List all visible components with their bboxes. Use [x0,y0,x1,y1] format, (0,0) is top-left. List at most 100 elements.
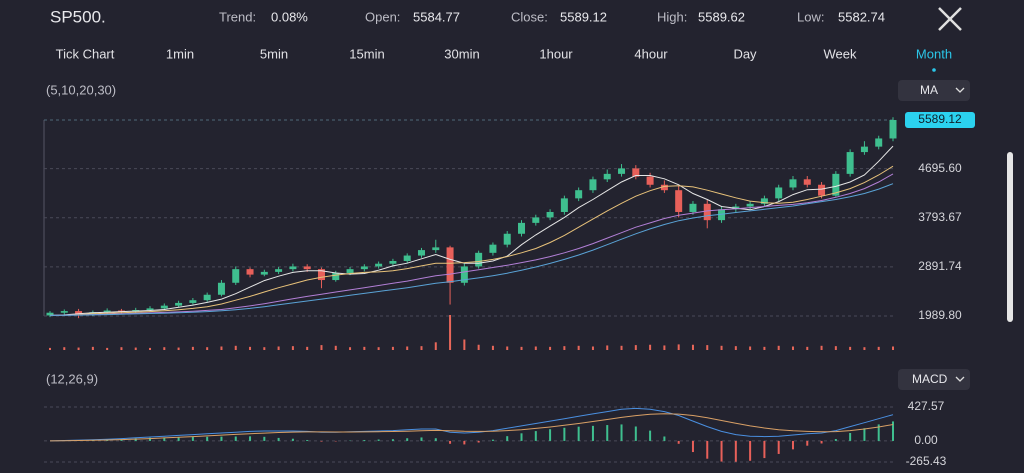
macd-histogram [149,437,152,441]
ma-line [49,145,894,316]
volume-bar [263,347,266,350]
timeframe-tab[interactable]: 4hour [634,46,668,61]
volume-bar [91,346,94,350]
candle-body [446,247,454,283]
volume-bar [491,345,494,350]
macd-histogram [791,440,794,450]
candle-body [818,184,826,196]
indicator-params: (12,26,9) [46,371,98,386]
timeframe-tab[interactable]: Month [916,46,952,61]
candle-body [160,305,168,309]
volume-bar [834,346,837,350]
volume-bar [406,346,409,350]
candle-body [889,120,897,139]
macd-histogram [606,425,609,441]
macd-histogram [620,424,623,441]
candle-body [303,266,311,270]
macd-histogram [549,429,552,441]
macd-histogram [477,440,480,443]
candle-body [332,272,340,281]
field-label: Low: [797,9,824,24]
field-value: 5582.74 [838,9,885,24]
macd-histogram [406,438,409,441]
scrollbar[interactable] [1007,152,1013,322]
y-tick-label: 3793.67 [918,210,962,224]
candle-body [575,190,583,199]
timeframe-tab[interactable]: Week [824,46,857,61]
macd-histogram [534,431,537,441]
field-value: 5589.12 [560,9,607,24]
volume-bar [306,346,309,350]
volume-bar [534,346,537,350]
candle-body [375,263,383,267]
volume-bar [849,346,852,350]
candle-body [360,266,368,270]
macd-histogram [649,430,652,441]
candle-body [289,266,297,270]
macd-histogram [763,440,766,459]
candle-body [417,250,425,256]
candle-body [746,203,754,207]
timeframe-tab[interactable]: Day [733,46,757,61]
timeframe-tab[interactable]: Tick Chart [56,46,115,61]
volume-bar [720,345,723,350]
macd-histogram [491,439,494,441]
candle-body [203,294,211,301]
timeframe-tab[interactable]: 1min [166,46,194,61]
volume-bar [677,344,680,350]
macd-histogram [377,439,380,441]
candle-body [246,269,254,275]
macd-histogram [577,426,580,441]
volume-bar [577,345,580,350]
volume-bar [791,346,794,350]
candle-body [503,233,511,245]
candle-body [275,269,283,272]
field-label: Open: [365,9,400,24]
dropdown-label: MACD [912,372,948,386]
candle-body [217,282,225,295]
volume-bar [449,315,452,350]
macd-histogram [834,439,837,441]
volume-bar [334,345,337,350]
close-button[interactable] [938,7,962,31]
candle-body [875,138,883,147]
volume-bar [663,345,666,350]
volume-bar [77,347,80,350]
ma-dropdown[interactable]: MA [898,80,970,101]
volume-bar [234,345,237,350]
volume-bar [120,347,123,350]
timeframe-tab[interactable]: 30min [444,46,479,61]
candle-body [632,168,640,177]
macd-histogram [720,440,723,462]
candle-body [117,310,125,312]
macd-histogram [463,440,466,445]
macd-line [49,407,894,442]
timeframe-tab[interactable]: 1hour [539,46,573,61]
macd-histogram [591,425,594,441]
candle-body [603,173,611,180]
candle-body [718,209,726,221]
last-price-tag [905,112,975,128]
candle-body [860,146,868,153]
candle-body [146,308,154,310]
macd-histogram [206,436,209,441]
macd-histogram [749,440,752,461]
timeframe-tab[interactable]: 5min [260,46,288,61]
candle-body [518,222,526,234]
volume-bar [49,347,51,350]
ma-line [49,173,894,316]
candle-body [189,300,197,303]
macd-line [49,413,894,442]
candle-body [103,310,111,313]
symbol: SP500. [50,7,106,26]
volume-bar [706,345,709,350]
volume-bar [877,346,880,350]
field-label: Close: [511,9,548,24]
timeframe-tab[interactable]: 15min [349,46,384,61]
candle-body [232,269,240,283]
candle-body [75,311,83,315]
macd-histogram [877,424,880,441]
macd-dropdown[interactable]: MACD [898,369,970,390]
volume-bar [477,344,480,350]
